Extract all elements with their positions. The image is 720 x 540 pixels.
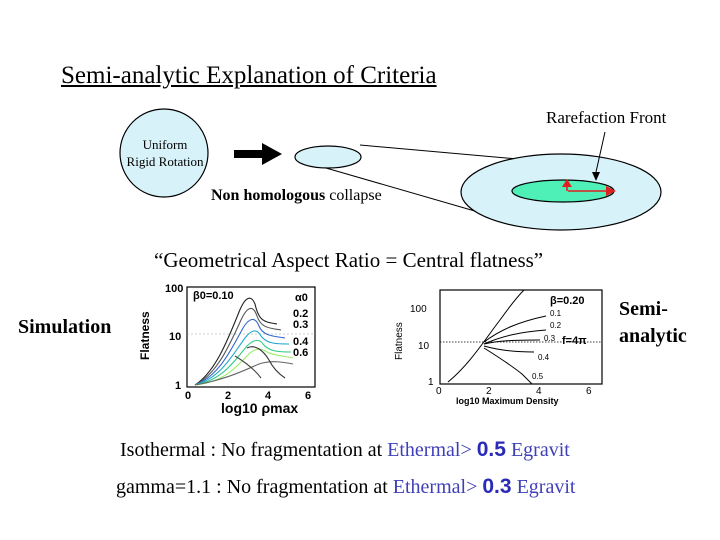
gamma-criterion: gamma=1.1 : No fragmentation at Ethermal… (116, 475, 575, 499)
collapse-label-bold: Non homologous (211, 187, 326, 204)
x-tick-4: 4 (265, 390, 272, 402)
x-tick-6: 6 (586, 386, 592, 397)
core-expansion-arrows-icon (562, 179, 616, 196)
isothermal-prefix: Isothermal : No fragmentation at (120, 439, 388, 461)
f-label: f=4π (562, 335, 587, 347)
curve-label-0.4: 0.4 (538, 353, 550, 362)
collapse-label-rest: collapse (325, 187, 382, 204)
rarefaction-pointer-icon (592, 131, 606, 181)
uniform-label-line2: Rigid Rotation (126, 154, 204, 169)
semi-analytic-label: Semi- analytic (619, 296, 687, 350)
curve-label-0.1: 0.1 (550, 309, 562, 318)
isothermal-criterion: Isothermal : No fragmentation at Etherma… (120, 438, 570, 462)
y-tick-1: 1 (428, 377, 434, 388)
y-axis-label: Flatness (138, 311, 152, 360)
ethermal-label-1: Ethermal> (387, 439, 477, 461)
simulation-curves (194, 297, 294, 386)
simulation-plot: Flatness 100 10 1 0 2 4 6 log10 ρmax β0=… (138, 283, 316, 416)
flattened-cloud-small (294, 145, 362, 169)
semi-label-line2: analytic (619, 325, 687, 347)
zoom-line-bottom (325, 167, 493, 217)
threshold-value-2: 0.3 (482, 475, 512, 498)
threshold-value-1: 0.5 (476, 438, 506, 461)
x-tick-0: 0 (185, 390, 191, 402)
collapse-diagram (119, 108, 662, 231)
curve-label-0.5: 0.5 (532, 372, 544, 381)
y-tick-10: 10 (418, 341, 430, 352)
x-tick-4: 4 (536, 386, 542, 397)
slide-title: Semi-analytic Explanation of Criteria (61, 62, 437, 89)
alpha-0.6: 0.6 (293, 347, 308, 359)
alpha-0.3: 0.3 (293, 319, 308, 331)
y-tick-1: 1 (175, 380, 181, 392)
semi-analytic-plot: Flatness 100 10 1 0 2 4 6 log10 Maximum … (394, 289, 603, 406)
y-tick-100: 100 (410, 304, 427, 315)
plot-frame (439, 289, 603, 385)
plot-frame (186, 286, 316, 388)
ethermal-label-2: Ethermal> (392, 476, 483, 498)
x-tick-2: 2 (486, 386, 492, 397)
uniform-label-line1: Uniform (142, 137, 188, 152)
beta-label: β=0.20 (550, 295, 585, 307)
semi-analytic-curves (447, 289, 547, 385)
simulation-label: Simulation (18, 316, 112, 338)
collapse-arrow-icon (234, 143, 282, 165)
beta-label: β0=0.10 (193, 290, 234, 302)
uniform-cloud (119, 108, 209, 198)
alpha-header: α0 (295, 292, 308, 304)
semi-label-line1: Semi- (619, 298, 668, 320)
x-axis-label: log10 ρmax (221, 400, 298, 416)
egravit-label-2: Egravit (511, 476, 576, 498)
aspect-ratio-quote: “Geometrical Aspect Ratio = Central flat… (154, 248, 544, 272)
y-tick-100: 100 (165, 283, 183, 295)
alpha-0.2: 0.2 (293, 308, 308, 320)
curve-label-0.2: 0.2 (550, 321, 562, 330)
y-tick-10: 10 (169, 331, 181, 343)
uniform-rotation-label: Uniform Rigid Rotation (118, 136, 212, 170)
x-tick-0: 0 (436, 386, 442, 397)
gamma-prefix: gamma=1.1 : No fragmentation at (116, 476, 393, 498)
x-tick-6: 6 (305, 390, 311, 402)
alpha-0.4: 0.4 (293, 336, 309, 348)
curve-label-0.3: 0.3 (544, 334, 556, 343)
collapse-label: Non homologous collapse (211, 187, 382, 205)
egravit-label-1: Egravit (505, 439, 570, 461)
y-axis-label: Flatness (394, 322, 405, 360)
rarefaction-front-label: Rarefaction Front (546, 108, 667, 127)
x-tick-2: 2 (225, 390, 231, 402)
x-axis-label: log10 Maximum Density (456, 396, 559, 406)
